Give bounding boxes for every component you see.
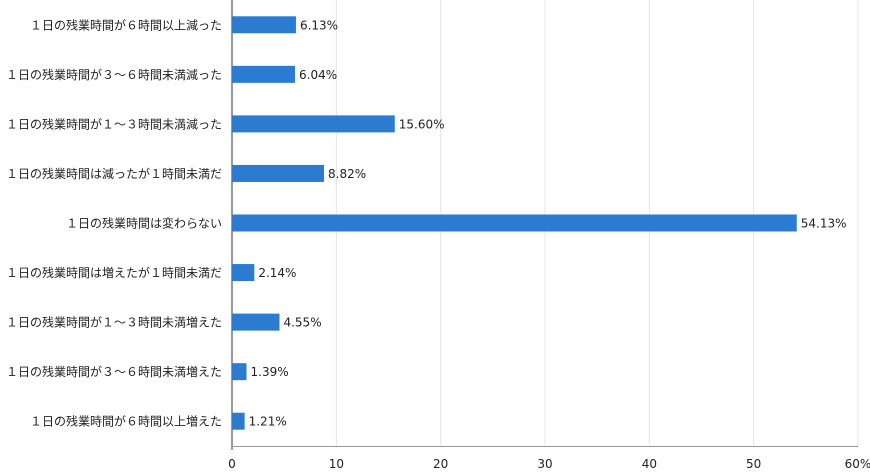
category-label: １日の残業時間は変わらない [66, 216, 222, 231]
bar [232, 65, 296, 83]
category-label: １日の残業時間が３～６時間未満増えた [6, 364, 222, 379]
data-label: 54.13% [801, 217, 847, 231]
bar [232, 164, 325, 182]
bar [232, 264, 255, 282]
data-label: 4.55% [283, 316, 321, 330]
x-tick-label: 10 [329, 457, 344, 470]
bar [232, 115, 395, 133]
category-label: １日の残業時間が３～６時間未満減った [6, 67, 222, 82]
x-tick-label: 0 [228, 457, 236, 470]
x-tick-label: 20 [433, 457, 448, 470]
category-label: １日の残業時間は増えたが１時間未満だ [6, 265, 222, 280]
data-label: 1.21% [249, 415, 287, 429]
data-label: 6.13% [300, 18, 338, 32]
x-tick-label: 60% [845, 457, 870, 470]
category-label: １日の残業時間が１～３時間未満増えた [6, 315, 222, 330]
data-label: 2.14% [258, 266, 296, 280]
x-tick-label: 30 [537, 457, 552, 470]
category-label: １日の残業時間が６時間以上増えた [30, 414, 222, 429]
bar [232, 412, 245, 430]
bar [232, 16, 296, 34]
data-label: 8.82% [328, 167, 366, 181]
x-tick-label: 40 [642, 457, 657, 470]
bar [232, 214, 797, 232]
x-tick-label: 50 [746, 457, 761, 470]
data-label: 15.60% [399, 117, 445, 131]
category-label: １日の残業時間が６時間以上減った [30, 17, 222, 32]
category-label: １日の残業時間は減ったが１時間未満だ [6, 166, 222, 181]
data-label: 6.04% [299, 68, 337, 82]
bar [232, 363, 247, 381]
data-label: 1.39% [251, 365, 289, 379]
category-label: １日の残業時間が１～３時間未満減った [6, 116, 222, 131]
bar [232, 313, 280, 331]
